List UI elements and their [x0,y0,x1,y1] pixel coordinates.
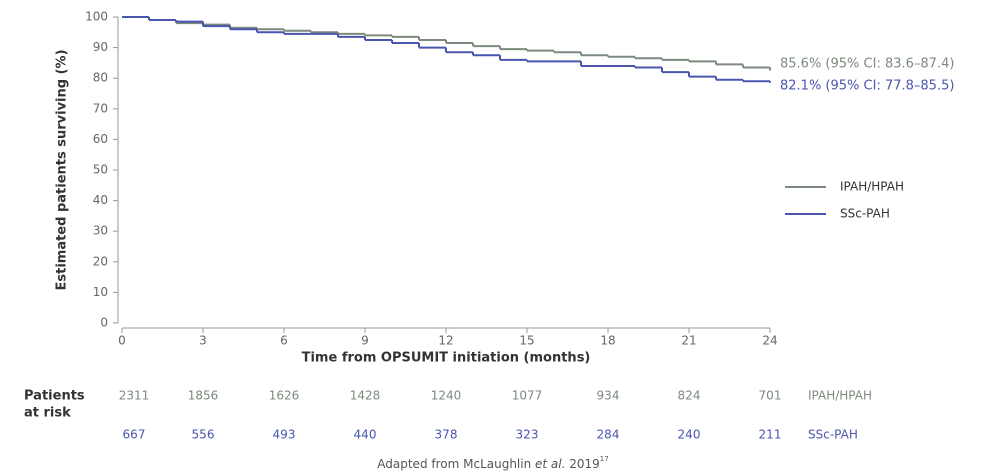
risk-count: 440 [354,428,377,442]
risk-count: 556 [192,428,215,442]
x-tick-label: 6 [280,334,288,348]
y-tick-label: 0 [100,316,108,330]
risk-count: 1626 [269,389,300,403]
y-tick-label: 40 [93,193,108,207]
risk-count: 667 [123,428,146,442]
risk-row-name: IPAH/HPAH [808,389,872,403]
risk-count: 2311 [119,389,150,403]
end-annotation: 82.1% (95% CI: 77.8–85.5) [780,79,954,94]
risk-table-label: Patients [24,389,85,404]
risk-count: 378 [435,428,458,442]
y-axis-label: Estimated patients surviving (%) [55,49,70,290]
x-tick-label: 18 [600,334,615,348]
y-tick-label: 100 [85,10,108,24]
y-tick-label: 20 [93,254,108,268]
risk-count: 493 [273,428,296,442]
risk-table-label: at risk [24,406,71,421]
footer-text: Adapted from McLaughlin [377,457,535,471]
risk-count: 211 [759,428,782,442]
y-tick-label: 70 [93,101,108,115]
x-tick-label: 9 [361,334,369,348]
risk-count: 934 [597,389,620,403]
x-tick-label: 12 [438,334,453,348]
footer-italic: et al. [535,457,565,471]
risk-row-name: SSc-PAH [808,428,858,442]
x-tick-label: 3 [199,334,207,348]
risk-count: 1856 [188,389,219,403]
risk-count: 1240 [431,389,462,403]
x-tick-label: 15 [519,334,534,348]
footer-sup: 17 [600,455,609,463]
y-tick-label: 80 [93,71,108,85]
y-tick-label: 10 [93,285,108,299]
risk-count: 1077 [512,389,543,403]
risk-count: 1428 [350,389,381,403]
y-tick-label: 60 [93,132,108,146]
risk-count: 701 [759,389,782,403]
x-axis-label: Time from OPSUMIT initiation (months) [302,351,591,366]
x-tick-label: 24 [762,334,777,348]
x-tick-label: 0 [118,334,126,348]
risk-count: 323 [516,428,539,442]
footer: Adapted from McLaughlin et al. 201917 [377,455,608,471]
footer-text: 2019 [565,457,599,471]
risk-count: 284 [597,428,620,442]
risk-count: 824 [678,389,701,403]
y-tick-label: 50 [93,163,108,177]
risk-count: 240 [678,428,701,442]
legend-label: SSc-PAH [840,207,890,221]
end-annotation: 85.6% (95% CI: 83.6–87.4) [780,57,954,72]
x-tick-label: 21 [681,334,696,348]
legend-label: IPAH/HPAH [840,180,904,194]
y-tick-label: 90 [93,40,108,54]
y-tick-label: 30 [93,224,108,238]
